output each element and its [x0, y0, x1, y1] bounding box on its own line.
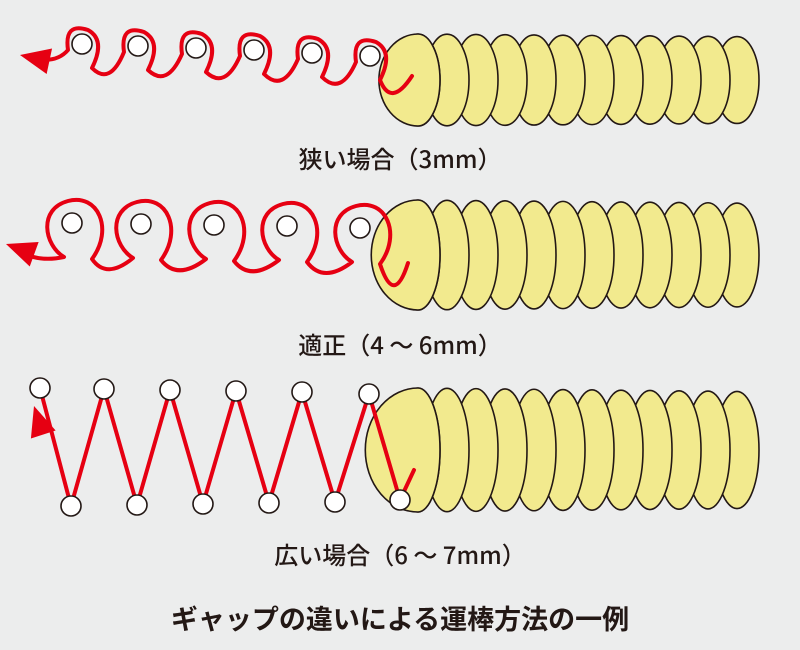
- label-wide: 広い場合（6 ～ 7mm）: [0, 536, 800, 571]
- label-proper: 適正（4 ～ 6mm）: [0, 326, 800, 361]
- label-narrow: 狭い場合（3mm）: [0, 140, 800, 175]
- diagram-title: ギャップの違いによる運棒方法の一例: [0, 598, 800, 637]
